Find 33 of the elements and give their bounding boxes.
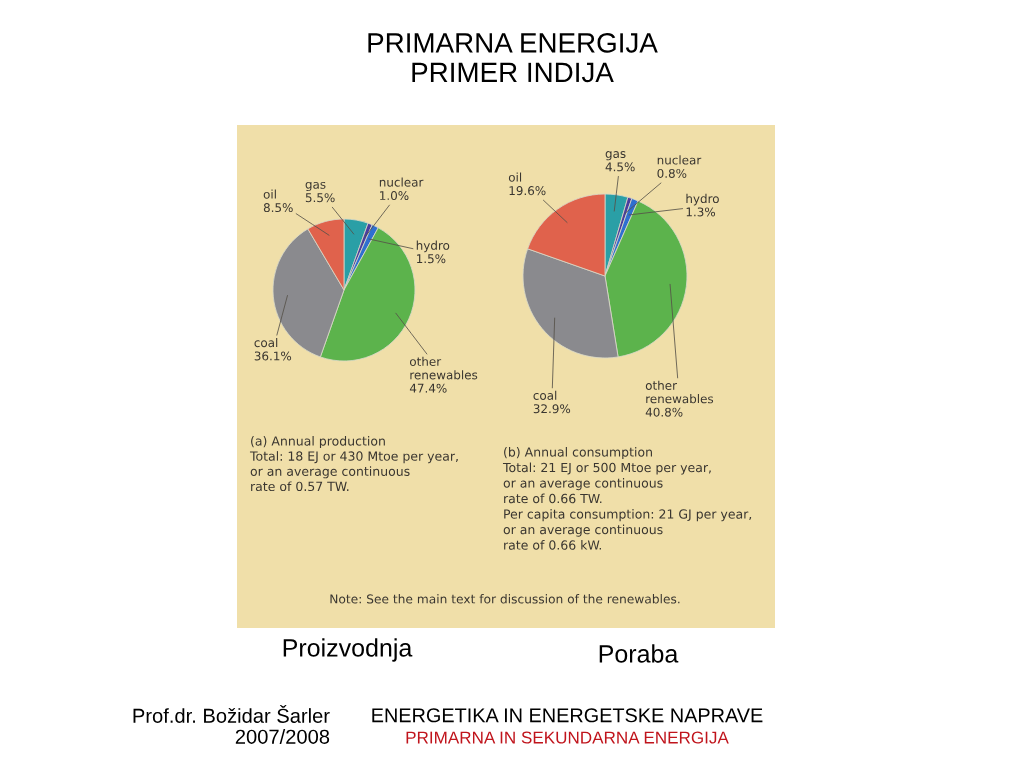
chart-title: PRIMARNA ENERGIJA PRIMER INDIJA xyxy=(368,33,658,83)
data-label: 0.8% xyxy=(657,168,687,178)
data-label: 40.8% xyxy=(645,407,683,417)
slice-label: nuclear xyxy=(657,155,702,165)
data-label: 19.6% xyxy=(509,186,546,196)
data-label: 1.3% xyxy=(686,207,716,217)
data-label: 32.9% xyxy=(533,404,571,414)
slice-label: hydro xyxy=(416,240,450,253)
text: (a) Annual production Total: 18 EJ or 430 Mtoe per year, or an average continuous rate of 0.57 TW. xyxy=(249,436,458,492)
slice-label: oil xyxy=(263,189,276,199)
slice-label: hydro xyxy=(686,193,719,206)
data-label: 4.5% xyxy=(605,162,635,172)
slice-label: coal xyxy=(254,337,278,348)
text: Proizvodnja xyxy=(283,638,413,662)
text: Poraba xyxy=(599,644,679,663)
slice-label: gas xyxy=(605,151,626,161)
slice-label: coal xyxy=(533,390,557,400)
slice-label: other renewables xyxy=(645,380,714,404)
text: ENERGETIKA IN ENERGETSKE NAPRAVE xyxy=(372,708,763,723)
slice-label: other renewables xyxy=(409,356,478,380)
text: Prof.dr. Božidar Šarler 2007/2008 xyxy=(133,705,330,744)
data-label: 36.1% xyxy=(254,351,292,361)
text: PRIMARNA IN SEKUNDARNA ENERGIJA xyxy=(406,731,729,744)
data-label: 47.4% xyxy=(409,383,447,393)
slice-label: nuclear xyxy=(379,177,424,187)
data-label: 8.5% xyxy=(263,203,293,213)
slice-label: oil xyxy=(508,172,522,182)
data-label: 1.5% xyxy=(417,254,446,264)
data-label: 5.5% xyxy=(305,193,335,203)
slice-label: gas xyxy=(305,181,326,192)
text: (b) Annual consumption Total: 21 EJ or 500 Mtoe per year, or an average continuous rate of 0.66 TW. Per capita consumption: 21 GJ per year, or an average continuous rate of 0.66 kW. xyxy=(502,447,752,550)
data-label: 1.0% xyxy=(380,191,409,201)
text: Note: See the main text for discussion of the renewables. xyxy=(330,594,680,604)
